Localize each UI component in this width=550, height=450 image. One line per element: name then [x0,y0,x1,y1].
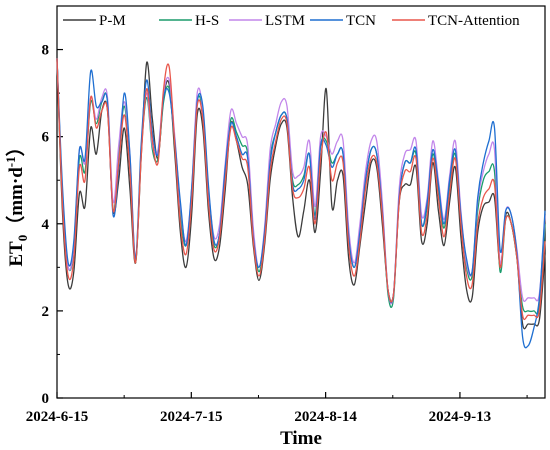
y-tick-label: 0 [42,391,50,407]
legend-label: P-M [99,13,126,29]
x-tick-label: 2024-7-15 [160,409,223,425]
y-tick-label: 4 [42,217,50,233]
x-axis-title: Time [280,428,322,449]
legend-label: H-S [195,13,219,29]
y-axis-title-unit-close: ） [4,137,27,156]
x-tick-label: 2024-6-15 [26,409,89,425]
legend: P-M H-S LSTM TCN TCN-Attention [63,13,520,29]
x-tick-label: 2024-9-13 [429,409,492,425]
y-axis-title-unit-open: （mm·d [4,167,27,235]
y-axis-title-subscript: 0 [15,235,30,242]
legend-label: TCN [346,13,376,29]
y-axis-title-unit-superscript: -1 [3,156,18,167]
legend-label: LSTM [265,13,305,29]
y-axis-title: ET0（mm·d-1） [3,137,30,266]
x-axis-ticks: 2024-6-15 2024-7-15 2024-8-14 2024-9-13 [26,392,528,425]
y-tick-label: 8 [42,43,50,59]
y-axis-ticks: 0 2 4 6 8 [42,43,63,407]
series-line-tcn-attention [56,58,546,321]
legend-label: TCN-Attention [428,13,520,29]
plot-frame [56,5,546,399]
y-tick-label: 2 [42,304,50,320]
y-axis-title-main: ET [6,241,27,267]
series-line-p-m [56,58,546,330]
x-tick-label: 2024-8-14 [294,409,357,425]
series-layer [56,58,546,349]
series-line-tcn [56,58,546,349]
y-tick-label: 6 [42,130,50,146]
